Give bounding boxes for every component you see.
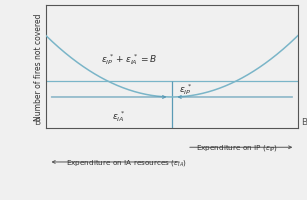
Y-axis label: Number of fires not covered: Number of fires not covered	[34, 14, 43, 120]
Text: B: B	[301, 118, 307, 127]
Text: Expenditure on IA resources ($\varepsilon_{IA}$): Expenditure on IA resources ($\varepsilo…	[66, 157, 187, 167]
Text: $\varepsilon_{IP}^{\ *}+\varepsilon_{IA}^{\ *}=B$: $\varepsilon_{IP}^{\ *}+\varepsilon_{IA}…	[101, 52, 157, 67]
Text: $\varepsilon_{IP}^{\ *}$: $\varepsilon_{IP}^{\ *}$	[180, 82, 193, 96]
Text: $\varepsilon_{IA}^{\ *}$: $\varepsilon_{IA}^{\ *}$	[111, 108, 125, 123]
Text: Expenditure on IP ($\varepsilon_{IP}$): Expenditure on IP ($\varepsilon_{IP}$)	[196, 143, 278, 153]
Text: B: B	[34, 118, 40, 127]
